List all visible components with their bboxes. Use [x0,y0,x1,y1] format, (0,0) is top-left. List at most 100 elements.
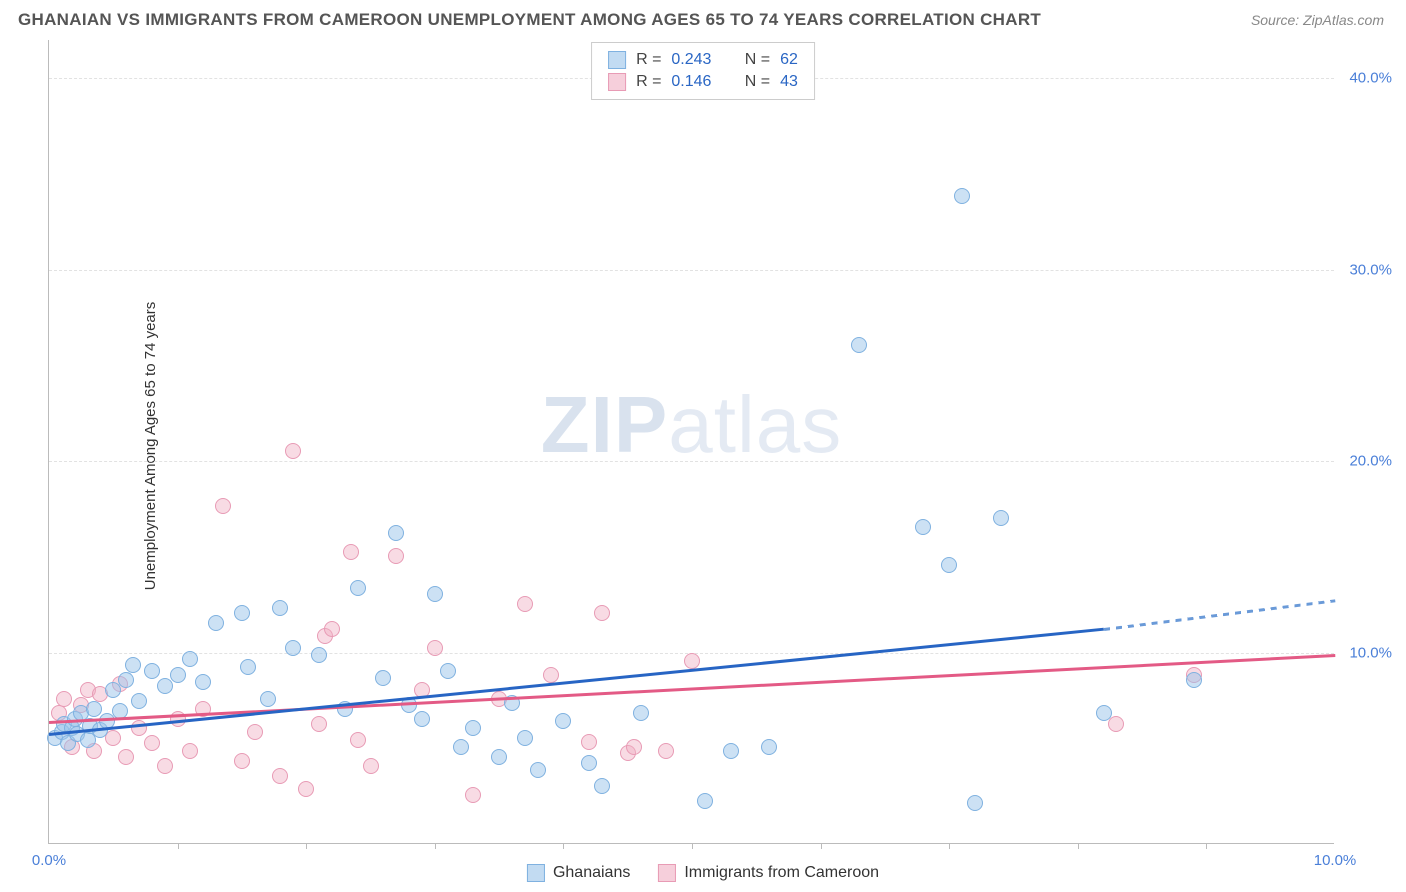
legend-item: Immigrants from Cameroon [658,864,879,882]
x-tick-mark [563,843,564,849]
data-point [915,519,931,535]
y-tick-label: 40.0% [1349,70,1392,87]
trend-line [1103,599,1335,630]
x-tick-mark [821,843,822,849]
data-point [517,596,533,612]
x-tick-label: 0.0% [32,852,66,869]
gridline-horizontal [49,270,1334,271]
legend-swatch [658,864,676,882]
data-point [530,762,546,778]
series-legend: Ghanaians Immigrants from Cameroon [527,864,879,882]
y-tick-label: 30.0% [1349,261,1392,278]
x-tick-mark [178,843,179,849]
data-point [633,705,649,721]
data-point [414,711,430,727]
plot-area: ZIPatlas 10.0%20.0%30.0%40.0%0.0%10.0% [48,40,1334,844]
data-point [388,525,404,541]
data-point [240,659,256,675]
legend-swatch [608,73,626,91]
data-point [182,743,198,759]
data-point [285,443,301,459]
legend-row: R = 0.243 N = 62 [608,49,798,71]
data-point [285,640,301,656]
x-tick-mark [306,843,307,849]
data-point [723,743,739,759]
data-point [594,778,610,794]
data-point [56,691,72,707]
x-tick-mark [692,843,693,849]
chart-title: GHANAIAN VS IMMIGRANTS FROM CAMEROON UNE… [18,10,1041,30]
data-point [350,732,366,748]
source-attribution: Source: ZipAtlas.com [1251,12,1384,28]
data-point [684,653,700,669]
gridline-horizontal [49,461,1334,462]
data-point [350,580,366,596]
data-point [851,337,867,353]
data-point [144,663,160,679]
data-point [1096,705,1112,721]
data-point [195,674,211,690]
data-point [453,739,469,755]
x-tick-mark [949,843,950,849]
x-tick-label: 10.0% [1314,852,1357,869]
data-point [375,670,391,686]
data-point [272,768,288,784]
data-point [581,755,597,771]
data-point [298,781,314,797]
data-point [517,730,533,746]
data-point [543,667,559,683]
data-point [144,735,160,751]
data-point [208,615,224,631]
data-point [182,651,198,667]
data-point [125,657,141,673]
data-point [658,743,674,759]
data-point [594,605,610,621]
data-point [324,621,340,637]
data-point [118,749,134,765]
data-point [993,510,1009,526]
data-point [440,663,456,679]
data-point [427,640,443,656]
data-point [343,544,359,560]
data-point [1186,672,1202,688]
data-point [697,793,713,809]
data-point [427,586,443,602]
data-point [260,691,276,707]
legend-swatch [527,864,545,882]
data-point [388,548,404,564]
correlation-legend: R = 0.243 N = 62R = 0.146 N = 43 [591,42,815,100]
data-point [311,647,327,663]
data-point [941,557,957,573]
y-tick-label: 10.0% [1349,644,1392,661]
data-point [247,724,263,740]
legend-swatch [608,51,626,69]
watermark: ZIPatlas [541,379,842,471]
data-point [954,188,970,204]
x-tick-mark [435,843,436,849]
data-point [157,758,173,774]
data-point [465,787,481,803]
data-point [555,713,571,729]
data-point [491,749,507,765]
x-tick-mark [1078,843,1079,849]
data-point [118,672,134,688]
data-point [581,734,597,750]
legend-row: R = 0.146 N = 43 [608,71,798,93]
data-point [157,678,173,694]
data-point [170,667,186,683]
data-point [1108,716,1124,732]
data-point [234,605,250,621]
data-point [465,720,481,736]
data-point [311,716,327,732]
y-tick-label: 20.0% [1349,453,1392,470]
data-point [234,753,250,769]
data-point [131,693,147,709]
legend-item: Ghanaians [527,864,630,882]
data-point [761,739,777,755]
data-point [215,498,231,514]
data-point [272,600,288,616]
x-tick-mark [1206,843,1207,849]
data-point [967,795,983,811]
data-point [626,739,642,755]
data-point [363,758,379,774]
